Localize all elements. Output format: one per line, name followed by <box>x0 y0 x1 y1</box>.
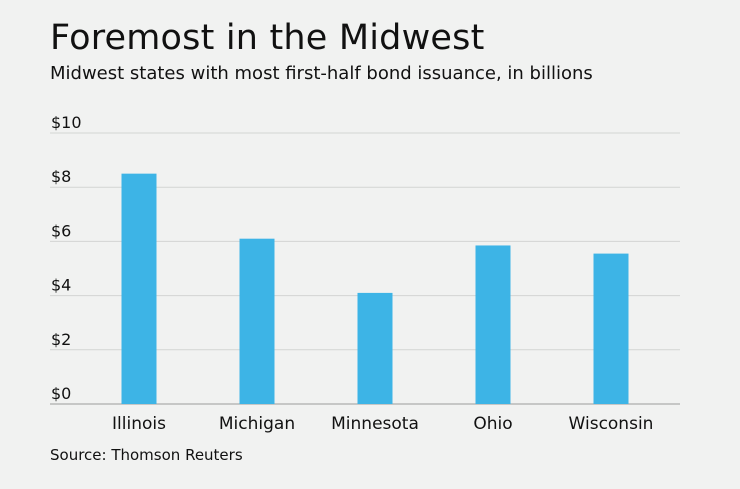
y-tick-label: $6 <box>51 221 71 240</box>
bar-minnesota <box>357 292 393 404</box>
bar-michigan <box>239 238 275 404</box>
x-category-label: Illinois <box>112 414 166 434</box>
x-category-label: Ohio <box>473 414 512 434</box>
x-category-label: Minnesota <box>331 414 419 434</box>
y-axis-tick-labels: $0 $2 $4 $6 $8 $10 <box>51 113 82 403</box>
bars <box>121 173 629 404</box>
bar-illinois <box>121 173 157 404</box>
y-tick-label: $0 <box>51 384 71 403</box>
x-axis-category-labels: Illinois Michigan Minnesota Ohio Wisconsin <box>112 414 653 434</box>
x-category-label: Wisconsin <box>569 414 654 434</box>
y-tick-label: $4 <box>51 276 71 295</box>
bar-ohio <box>475 245 511 404</box>
chart-subtitle: Midwest states with most first-half bond… <box>50 63 593 84</box>
source-note: Source: Thomson Reuters <box>50 446 243 464</box>
bar-wisconsin <box>593 253 629 404</box>
x-category-label: Michigan <box>219 414 295 434</box>
y-tick-label: $2 <box>51 330 71 349</box>
y-tick-label: $10 <box>51 113 82 132</box>
y-tick-label: $8 <box>51 167 71 186</box>
chart-title: Foremost in the Midwest <box>50 18 485 58</box>
bar-chart: $0 $2 $4 $6 $8 $10 Illinois Michigan Minnesota O… <box>50 113 680 434</box>
